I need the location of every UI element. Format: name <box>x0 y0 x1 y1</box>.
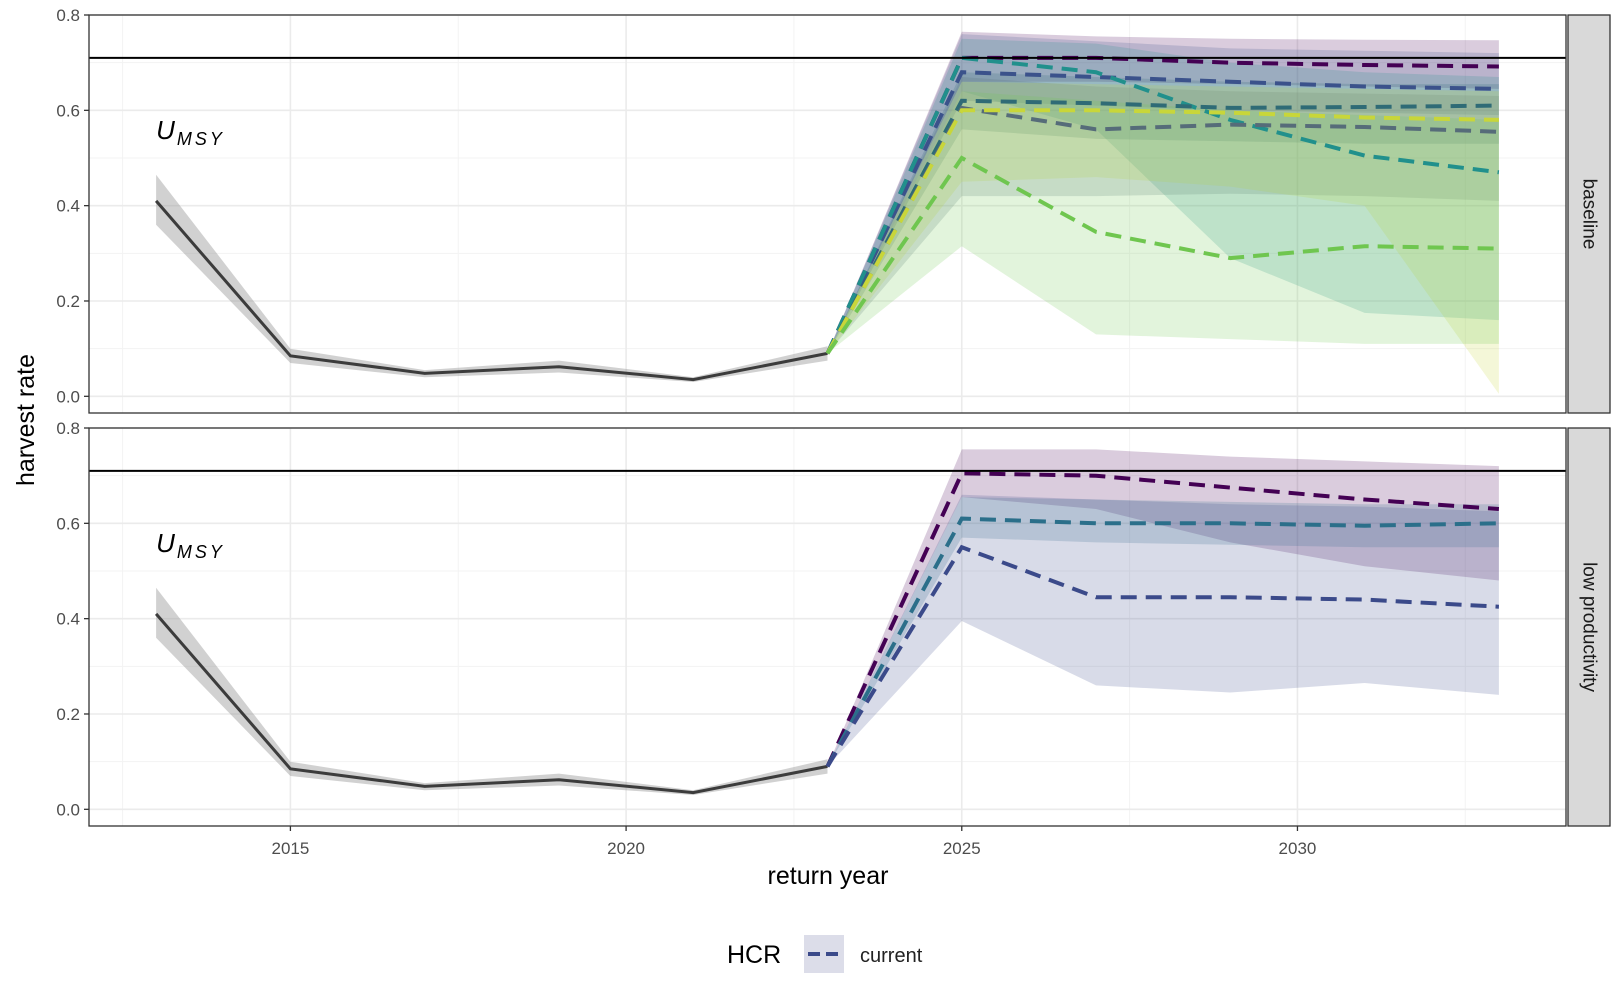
y-tick-label: 0.6 <box>56 101 80 120</box>
projection-line-2 <box>825 544 1500 768</box>
x-tick-label: 2025 <box>943 839 981 858</box>
x-tick-label: 2030 <box>1279 839 1317 858</box>
projection-ribbon-0 <box>827 31 1499 354</box>
panel-border <box>88 14 1567 414</box>
legend: HCR current <box>727 935 923 973</box>
panel-border <box>88 427 1567 827</box>
y-tick-label: 0.4 <box>56 610 80 629</box>
x-tick-label: 2015 <box>271 839 309 858</box>
y-tick-label: 0.2 <box>56 705 80 724</box>
projection-line-0 <box>825 55 1499 355</box>
historical-line <box>154 199 828 382</box>
projection-ribbon-5 <box>827 81 1499 394</box>
y-tick-label: 0.6 <box>56 514 80 533</box>
projection-ribbon-0 <box>827 449 1499 767</box>
projection-ribbon-2 <box>827 38 1499 354</box>
panel-background <box>89 15 1566 413</box>
y-tick-label: 0.4 <box>56 197 80 216</box>
legend-title: HCR <box>727 941 781 969</box>
y-tick-label: 0.0 <box>56 387 80 406</box>
projection-line-1 <box>825 516 1499 768</box>
facet-strip <box>1567 427 1611 827</box>
projection-line-6 <box>825 155 1499 355</box>
facet-strip-label: baseline <box>1579 179 1600 250</box>
projection-line-2 <box>825 55 1500 355</box>
projection-line-5 <box>825 108 1499 355</box>
historical-line <box>154 612 828 795</box>
legend-entry-current: current <box>860 945 923 967</box>
x-axis-label: return year <box>768 862 889 890</box>
y-tick-label: 0.2 <box>56 292 80 311</box>
projection-ribbon-6 <box>827 91 1499 354</box>
projection-line-1 <box>825 70 1499 355</box>
facet-strip <box>1567 14 1611 414</box>
y-tick-label: 0.8 <box>56 419 80 438</box>
projection-ribbon-3 <box>827 72 1499 354</box>
x-tick-label: 2020 <box>607 839 645 858</box>
projection-line-3 <box>825 98 1499 355</box>
facet-strip-label: low productivity <box>1579 562 1600 692</box>
y-tick-label: 0.8 <box>56 6 80 25</box>
y-axis-label: harvest rate <box>12 354 40 486</box>
projection-ribbon-2 <box>827 494 1499 767</box>
y-tick-label: 0.0 <box>56 800 80 819</box>
